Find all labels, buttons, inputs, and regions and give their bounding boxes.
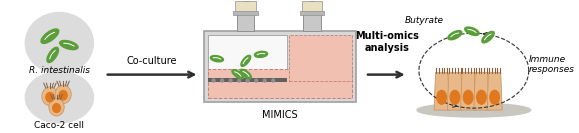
Ellipse shape — [55, 85, 71, 104]
FancyBboxPatch shape — [237, 14, 254, 31]
Ellipse shape — [465, 27, 479, 36]
Text: Butyrate: Butyrate — [405, 16, 444, 25]
FancyBboxPatch shape — [290, 35, 352, 80]
FancyBboxPatch shape — [204, 31, 356, 102]
FancyBboxPatch shape — [208, 35, 287, 80]
Circle shape — [246, 79, 249, 82]
FancyBboxPatch shape — [208, 69, 352, 98]
Ellipse shape — [241, 55, 251, 66]
Ellipse shape — [42, 87, 58, 106]
Ellipse shape — [448, 31, 462, 40]
Ellipse shape — [46, 93, 54, 102]
Polygon shape — [460, 73, 476, 110]
Ellipse shape — [49, 98, 64, 116]
Polygon shape — [448, 73, 463, 110]
Text: Multi-omics
analysis: Multi-omics analysis — [355, 31, 419, 53]
Ellipse shape — [41, 29, 59, 43]
Circle shape — [263, 79, 266, 82]
Circle shape — [212, 79, 215, 82]
FancyBboxPatch shape — [303, 14, 321, 31]
Circle shape — [255, 79, 258, 82]
Ellipse shape — [477, 90, 486, 104]
FancyBboxPatch shape — [310, 0, 314, 1]
Ellipse shape — [490, 90, 499, 104]
Ellipse shape — [47, 47, 58, 63]
Ellipse shape — [232, 70, 243, 79]
FancyBboxPatch shape — [233, 11, 258, 15]
Ellipse shape — [254, 51, 267, 57]
Text: Co-culture: Co-culture — [127, 56, 177, 66]
Ellipse shape — [240, 69, 251, 79]
Circle shape — [272, 79, 274, 82]
Ellipse shape — [463, 90, 473, 104]
Ellipse shape — [417, 103, 530, 117]
Ellipse shape — [60, 40, 78, 50]
Ellipse shape — [53, 104, 60, 113]
FancyBboxPatch shape — [302, 1, 323, 11]
Polygon shape — [434, 73, 449, 110]
Text: R. intestinalis: R. intestinalis — [29, 66, 90, 75]
Polygon shape — [487, 73, 502, 110]
Text: Caco-2 cell: Caco-2 cell — [34, 121, 85, 130]
Ellipse shape — [450, 90, 460, 104]
FancyBboxPatch shape — [208, 78, 287, 82]
Ellipse shape — [482, 31, 494, 43]
FancyBboxPatch shape — [244, 0, 248, 1]
Polygon shape — [474, 73, 489, 110]
Text: Immune
responses: Immune responses — [529, 55, 575, 74]
Text: MIMICS: MIMICS — [262, 110, 298, 120]
Ellipse shape — [210, 56, 223, 62]
Ellipse shape — [25, 72, 93, 123]
Ellipse shape — [25, 13, 93, 74]
Circle shape — [221, 79, 223, 82]
FancyBboxPatch shape — [236, 1, 256, 11]
Circle shape — [229, 79, 232, 82]
Ellipse shape — [59, 91, 67, 100]
FancyBboxPatch shape — [300, 11, 324, 15]
Ellipse shape — [437, 90, 446, 104]
Circle shape — [238, 79, 240, 82]
